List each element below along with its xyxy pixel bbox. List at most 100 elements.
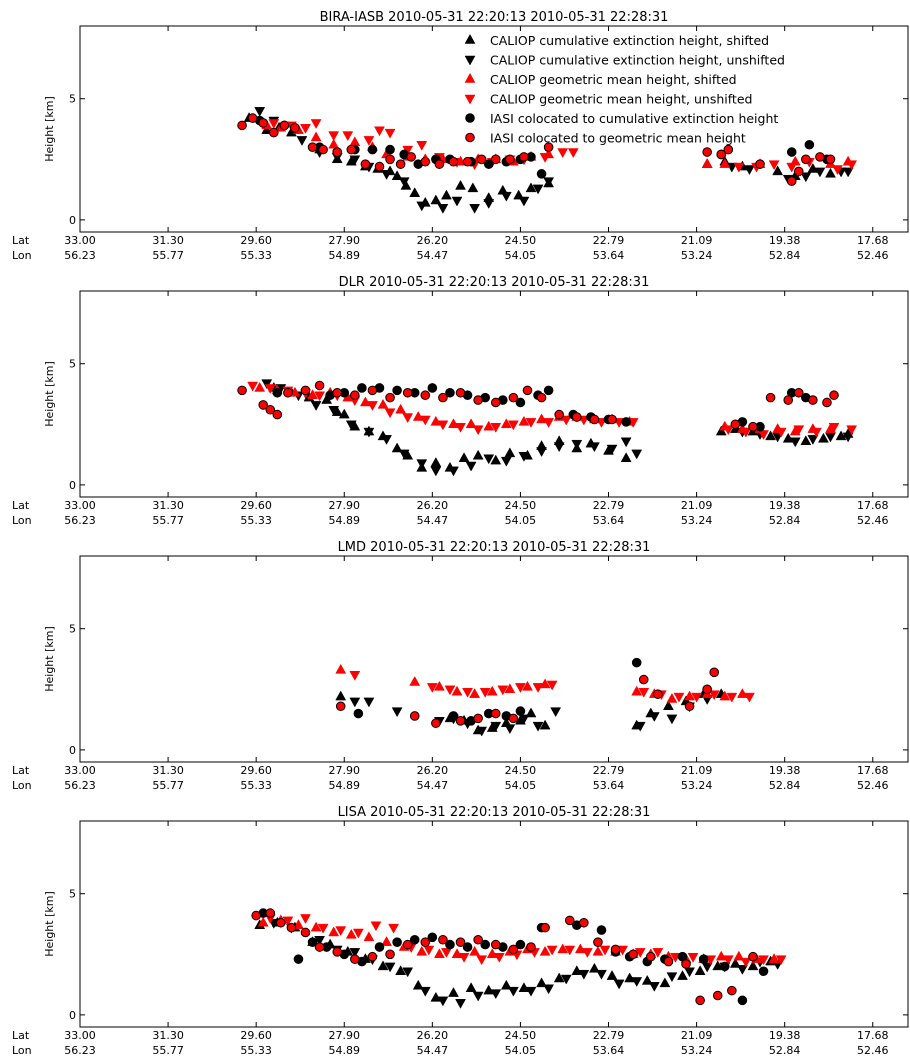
x-tick-label-lat: 24.50	[505, 234, 537, 247]
data-point	[367, 951, 378, 962]
plot-frame	[79, 555, 909, 763]
data-point	[445, 939, 455, 950]
x-tick-label-lat: 33.00	[64, 764, 96, 777]
data-point	[518, 714, 530, 725]
data-point	[317, 923, 329, 934]
data-point	[455, 179, 466, 190]
data-point	[441, 189, 452, 200]
x-tick-label-lat: 26.20	[417, 764, 449, 777]
x-tick-label-lat: 17.68	[857, 1029, 889, 1042]
data-point	[775, 955, 787, 966]
data-point	[662, 700, 674, 711]
data-point	[268, 119, 280, 129]
data-point	[610, 944, 621, 955]
data-point	[789, 437, 801, 448]
data-point	[349, 155, 361, 166]
data-point	[416, 945, 428, 956]
data-point	[666, 692, 678, 703]
data-point	[808, 395, 818, 405]
data-point	[638, 687, 650, 698]
x-tick-label-lon: 56.23	[64, 249, 96, 262]
data-point	[448, 156, 459, 167]
x-tick-label-lon: 55.77	[152, 249, 184, 262]
chart-panel-3: LMD 2010-05-31 22:20:13 2010-05-31 22:28…	[12, 540, 909, 792]
data-point	[486, 685, 498, 696]
data-point	[540, 922, 550, 933]
data-point	[314, 391, 326, 402]
data-point	[554, 409, 564, 420]
data-point	[620, 452, 632, 462]
data-point	[515, 683, 526, 693]
data-point	[677, 970, 688, 980]
x-row-label-lon: Lon	[12, 1044, 32, 1057]
data-point	[279, 120, 290, 131]
data-point	[599, 945, 611, 956]
data-point	[553, 972, 565, 983]
data-point	[515, 397, 526, 408]
y-axis-label: Height [km]	[43, 361, 56, 427]
data-point	[353, 708, 364, 719]
x-tick-label-lon: 52.46	[857, 514, 889, 527]
data-point	[458, 452, 470, 462]
x-row-label-lon: Lon	[12, 514, 32, 527]
data-point	[722, 425, 734, 436]
data-point	[419, 415, 431, 426]
data-point	[829, 390, 839, 401]
data-point	[469, 688, 481, 698]
x-tick-label-lon: 52.46	[857, 779, 889, 792]
data-point	[532, 184, 544, 195]
data-point	[687, 952, 699, 963]
data-point	[793, 387, 804, 398]
data-point	[815, 152, 825, 162]
data-point	[543, 418, 555, 428]
data-point	[261, 379, 273, 390]
data-point	[522, 680, 533, 691]
y-tick-label: 5	[69, 623, 76, 636]
data-point	[434, 159, 445, 169]
chart-panel-4: LISA 2010-05-31 22:20:13 2010-05-31 22:2…	[12, 805, 909, 1057]
data-point	[423, 945, 435, 956]
data-point	[684, 967, 695, 978]
data-point	[395, 965, 407, 976]
data-point	[758, 966, 769, 977]
y-tick-label: 5	[69, 888, 76, 901]
data-point	[409, 187, 421, 197]
x-tick-label-lon: 53.24	[681, 249, 713, 262]
data-point	[536, 392, 547, 403]
data-point	[441, 948, 452, 958]
x-tick-label-lat: 26.20	[417, 1029, 449, 1042]
data-point	[557, 148, 569, 159]
data-point	[504, 683, 516, 694]
data-point	[342, 131, 354, 142]
data-point	[596, 969, 607, 980]
data-point	[467, 182, 479, 193]
legend-entry: IASI colocated to cumulative extinction …	[490, 111, 778, 126]
data-point	[515, 939, 526, 950]
data-point	[431, 718, 441, 729]
data-point	[258, 118, 269, 128]
data-point	[272, 387, 283, 398]
data-point	[293, 954, 304, 964]
data-point	[476, 154, 487, 165]
data-point	[560, 974, 572, 985]
data-point	[490, 422, 502, 433]
x-tick-label-lon: 52.84	[769, 514, 801, 527]
x-tick-label-lon: 54.47	[417, 779, 449, 792]
data-point	[500, 456, 512, 467]
data-point	[332, 387, 343, 398]
data-point	[345, 928, 357, 939]
x-tick-label-lat: 31.30	[152, 499, 184, 512]
x-tick-label-lon: 55.77	[152, 779, 184, 792]
data-point	[508, 713, 519, 724]
data-point	[247, 381, 259, 392]
data-point	[786, 176, 797, 186]
data-point	[832, 165, 843, 176]
data-point	[621, 417, 631, 427]
data-point	[328, 926, 340, 937]
data-point	[335, 701, 346, 712]
y-tick-label: 0	[69, 744, 76, 757]
data-point	[500, 418, 512, 429]
x-tick-label-lat: 22.79	[593, 234, 625, 247]
data-point	[286, 922, 297, 933]
